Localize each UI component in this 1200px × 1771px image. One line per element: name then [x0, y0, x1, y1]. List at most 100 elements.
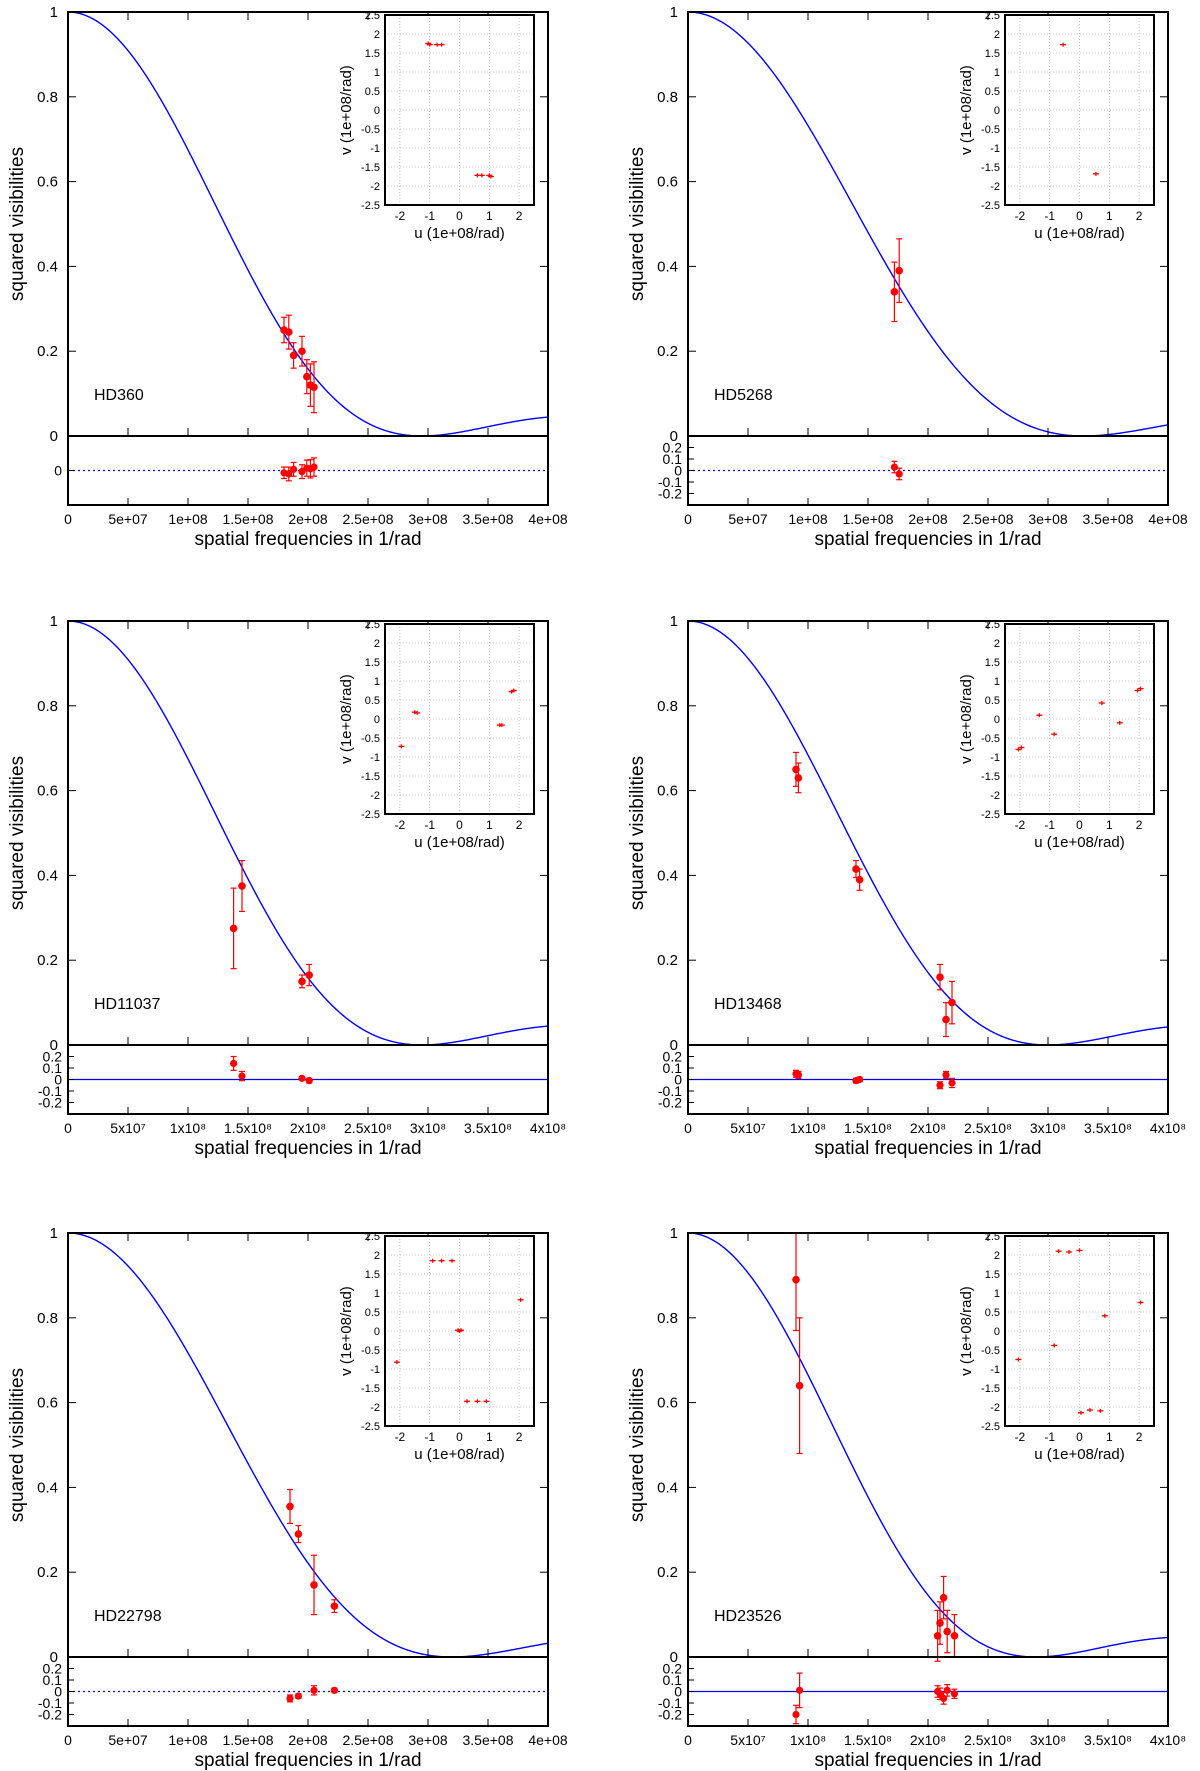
residual-point: [298, 1074, 306, 1082]
inset-y-tick-label: -1.5: [981, 1383, 1000, 1395]
y-tick-label: 0.6: [37, 1395, 58, 1412]
data-point: [942, 1015, 950, 1024]
inset-y-tick-label: -0.5: [361, 124, 380, 136]
inset-y-tick-label: 1: [374, 67, 380, 79]
data-point: [229, 924, 238, 933]
inset-x-tick-label: 2: [1136, 818, 1143, 832]
x-tick-label: 2x10⁸: [290, 1120, 326, 1136]
inset-x-tick-label: 0: [456, 209, 463, 223]
inset-y-tick-label: 2: [994, 29, 1000, 41]
residual-point: [294, 1692, 302, 1700]
residual-point: [330, 1686, 338, 1694]
x-tick-label: 3.5e+08: [1083, 511, 1134, 527]
inset-x-tick-label: 1: [1106, 209, 1113, 223]
y-tick-label: 0.6: [37, 174, 58, 191]
x-tick-label: 1e+08: [168, 511, 208, 527]
x-tick-label: 5e+07: [108, 511, 148, 527]
x-tick-label: 5e+07: [108, 1732, 148, 1748]
data-point: [294, 1530, 303, 1538]
inset-frame: [384, 1235, 535, 1427]
residual-point: [950, 1690, 959, 1698]
inset-y-tick-label: -1: [990, 752, 1000, 764]
y-tick-label: 1: [50, 613, 58, 630]
residual-y-tick-label: 0.1: [663, 1060, 683, 1076]
inset-x-tick-label: 2: [516, 818, 523, 832]
data-point: [852, 865, 860, 873]
y-tick-label: 1: [50, 4, 58, 21]
inset-x-tick-label: 0: [1076, 209, 1083, 223]
data-point: [855, 875, 864, 884]
inset-y-tick-label: 1.5: [985, 1269, 1000, 1281]
y-axis-label: squared visibilities: [7, 756, 28, 910]
star-name-label: HD360: [94, 387, 144, 404]
x-tick-label: 3.5e+08: [463, 1732, 514, 1748]
model-curve: [687, 620, 1169, 1046]
y-tick-label: 0.4: [37, 1479, 58, 1496]
data-point: [298, 347, 306, 356]
y-tick-label: 0.4: [657, 258, 678, 275]
inset-y-tick-label: -2: [990, 1402, 1000, 1414]
inset-y-tick-label: 0: [994, 714, 1000, 726]
inset-x-axis-label: u (1e+08/rad): [1034, 1446, 1124, 1463]
x-axis-label: spatial frequencies in 1/rad: [814, 1750, 1041, 1771]
inset-x-tick-label: -1: [424, 818, 435, 832]
x-tick-label: 1e+08: [788, 511, 828, 527]
inset-y-tick-label: -2: [990, 790, 1000, 802]
inset-x-tick-label: 2: [1136, 209, 1143, 223]
inset-frame: [1004, 623, 1155, 815]
x-tick-label: 1.5e+08: [223, 1732, 274, 1748]
inset-y-tick-label: -0.5: [981, 733, 1000, 745]
inset-x-tick-label: 0: [456, 1430, 463, 1444]
inset-y-tick-label: 1.5: [365, 657, 380, 669]
x-axis-label: spatial frequencies in 1/rad: [814, 1138, 1041, 1159]
y-tick-label: 0.4: [37, 867, 58, 884]
residual-y-tick-label: -0.1: [658, 1083, 682, 1099]
y-tick-label: 0: [50, 1649, 58, 1666]
y-axis-label: squared visibilities: [627, 1368, 648, 1522]
residual-y-tick-label: -0.2: [658, 1095, 682, 1111]
x-tick-label: 1e+08: [168, 1732, 208, 1748]
residual-y-tick-label: -0.1: [38, 1083, 62, 1099]
y-tick-label: 0.2: [657, 952, 678, 969]
inset-y-axis-label: v (1e+08/rad): [958, 1286, 975, 1376]
y-tick-label: 0.4: [37, 258, 58, 275]
x-tick-label: 1.5x10⁸: [224, 1120, 272, 1136]
data-point: [330, 1602, 339, 1610]
x-tick-label: 4e+08: [528, 1732, 568, 1748]
inset-y-tick-label: 1.5: [985, 657, 1000, 669]
x-tick-label: 4x10⁸: [1150, 1120, 1186, 1136]
model-curve: [67, 11, 549, 437]
inset-y-tick-label: -2.5: [981, 809, 1000, 821]
y-tick-label: 0.2: [37, 952, 58, 969]
x-tick-label: 5e+07: [728, 511, 768, 527]
data-point: [950, 1632, 959, 1640]
data-point: [936, 1619, 944, 1627]
y-tick-label: 1: [670, 1225, 678, 1242]
x-axis-label: spatial frequencies in 1/rad: [194, 529, 421, 550]
residual-y-tick-label: -0.1: [38, 1695, 62, 1711]
inset-frame: [384, 623, 535, 815]
inset-y-tick-label: 2.5: [985, 1231, 1000, 1243]
x-tick-label: 2.5e+08: [343, 1732, 394, 1748]
data-point: [936, 973, 944, 981]
residual-y-tick-label: 0.2: [663, 1049, 683, 1065]
inset-x-axis-label: u (1e+08/rad): [414, 834, 504, 851]
inset-x-tick-label: 0: [1076, 818, 1083, 832]
inset-x-tick-label: -2: [1015, 209, 1026, 223]
x-tick-label: 4e+08: [1148, 511, 1188, 527]
inset-y-tick-label: -1.5: [981, 162, 1000, 174]
inset-y-tick-label: 0.5: [365, 86, 380, 98]
data-point: [948, 998, 956, 1007]
y-axis-label: squared visibilities: [627, 756, 648, 910]
residual-point: [943, 1686, 951, 1694]
y-tick-label: 0.4: [657, 1479, 678, 1496]
residual-point: [936, 1081, 944, 1089]
inset-x-tick-label: 0: [456, 818, 463, 832]
x-tick-label: 0: [684, 511, 692, 527]
residual-point: [942, 1071, 950, 1079]
inset-y-tick-label: 0: [374, 105, 380, 117]
